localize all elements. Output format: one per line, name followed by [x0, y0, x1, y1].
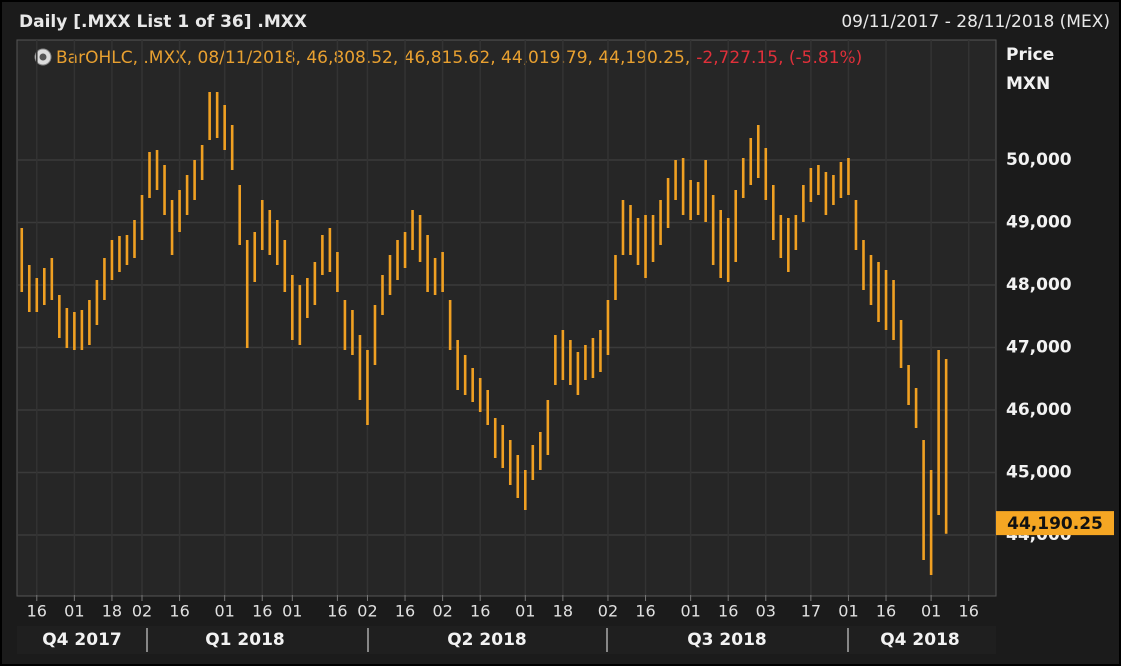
x-tick-label: 02 — [598, 602, 618, 621]
last-price-label: 44,190.25 — [1007, 514, 1103, 534]
x-tick-label: 16 — [169, 602, 189, 621]
x-tick-label: 01 — [64, 602, 84, 621]
legend-change: -2,727.15, (-5.81%) — [696, 48, 862, 68]
y-tick-label: 45,000 — [1006, 463, 1072, 483]
quarter-label: Q2 2018 — [447, 630, 527, 650]
quarter-label: Q3 2018 — [687, 630, 767, 650]
chart-title: Daily [.MXX List 1 of 36] .MXX — [19, 12, 307, 32]
x-tick-label: 16 — [635, 602, 655, 621]
y-tick-label: 47,000 — [1006, 338, 1072, 358]
x-tick-label: 16 — [876, 602, 896, 621]
x-tick-label: 16 — [327, 602, 347, 621]
x-tick-label: 02 — [357, 602, 377, 621]
x-tick-label: 01 — [515, 602, 535, 621]
x-tick-label: 16 — [252, 602, 272, 621]
y-tick-label: 46,000 — [1006, 400, 1072, 420]
quarter-label: Q1 2018 — [205, 630, 285, 650]
grid — [18, 40, 995, 595]
x-tick-label: 18 — [102, 602, 122, 621]
y-axis-unit: MXN — [1006, 74, 1050, 94]
quarter-label: Q4 2017 — [42, 630, 122, 650]
x-tick-label: 17 — [801, 602, 821, 621]
x-tick-label: 03 — [756, 602, 776, 621]
y-tick-label: 49,000 — [1006, 213, 1072, 233]
x-tick-label: 16 — [470, 602, 490, 621]
x-tick-label: 18 — [553, 602, 573, 621]
last-price-box — [996, 511, 1114, 536]
x-tick-label: 02 — [132, 602, 152, 621]
legend: BarOHLC, .MXX, 08/11/2018, 46,808.52, 46… — [56, 48, 862, 68]
x-tick-label: 16 — [27, 602, 47, 621]
y-tick-label: 48,000 — [1006, 275, 1072, 295]
x-tick-label: 01 — [282, 602, 302, 621]
x-tick-label: 16 — [718, 602, 738, 621]
legend-icon-dot — [39, 53, 47, 61]
x-tick-label: 16 — [959, 602, 979, 621]
y-axis-label: Price — [1006, 45, 1054, 65]
quarter-band — [17, 626, 996, 654]
y-tick-label: 50,000 — [1006, 150, 1072, 170]
x-tick-label: 01 — [214, 602, 234, 621]
legend-text: BarOHLC, .MXX, 08/11/2018, 46,808.52, 46… — [56, 48, 690, 68]
x-tick-label: 01 — [838, 602, 858, 621]
x-tick-label: 02 — [432, 602, 452, 621]
x-tick-label: 01 — [921, 602, 941, 621]
date-range: 09/11/2017 - 28/11/2018 (MEX) — [841, 12, 1110, 32]
quarter-label: Q4 2018 — [880, 630, 960, 650]
x-tick-label: 01 — [680, 602, 700, 621]
x-tick-label: 16 — [395, 602, 415, 621]
